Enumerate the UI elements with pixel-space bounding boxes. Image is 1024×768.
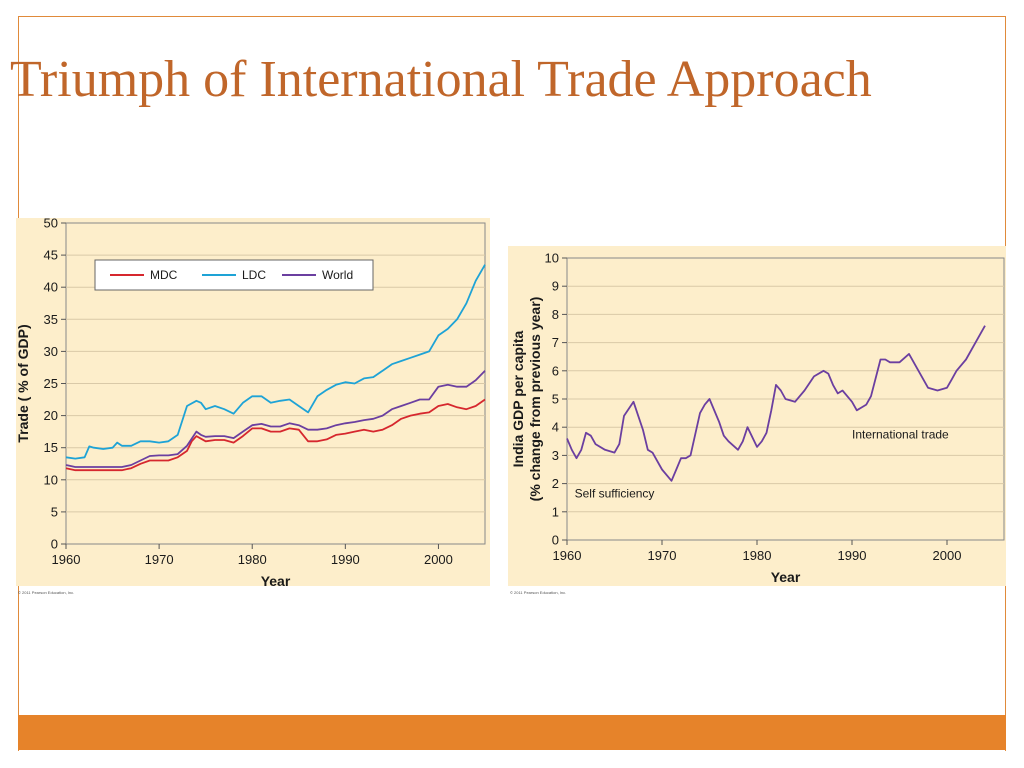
trade-chart-y-tick-label: 10 bbox=[44, 472, 58, 487]
trade-chart-x-tick-label: 1990 bbox=[331, 552, 360, 567]
trade-chart-y-axis-title: Trade ( % of GDP) bbox=[15, 324, 31, 442]
top-border-line bbox=[18, 16, 1006, 17]
gdp-chart-y-tick-label: 2 bbox=[552, 476, 559, 491]
trade-chart-x-axis-title: Year bbox=[261, 573, 291, 589]
gdp-chart-y-tick-label: 4 bbox=[552, 420, 559, 435]
gdp-chart-y-tick-label: 6 bbox=[552, 363, 559, 378]
gdp-chart-annotation: Self sufficiency bbox=[575, 487, 655, 501]
trade-chart-y-tick-label: 40 bbox=[44, 280, 58, 295]
trade-chart-series-world-line bbox=[65, 370, 486, 468]
gdp-chart-x-tick-label: 1980 bbox=[743, 548, 772, 563]
gdp-chart-annotation: International trade bbox=[852, 427, 949, 441]
gdp-chart-x-tick-label: 2000 bbox=[933, 548, 962, 563]
gdp-chart-series-gdp-line bbox=[566, 325, 986, 482]
gdp-chart-credit-text: © 2011 Pearson Education, Inc. bbox=[510, 590, 566, 595]
trade-chart-y-tick-label: 35 bbox=[44, 312, 58, 327]
gdp-chart-x-tick-label: 1960 bbox=[553, 548, 582, 563]
trade-chart-y-tick-label: 5 bbox=[51, 504, 58, 519]
gdp-chart-x-tick-label: 1990 bbox=[838, 548, 867, 563]
trade-chart-credit-text: © 2011 Pearson Education, Inc. bbox=[18, 590, 74, 595]
gdp-chart-y-axis-title: India GDP per capita bbox=[510, 330, 526, 467]
trade-chart-y-tick-label: 0 bbox=[51, 537, 58, 552]
gdp-chart-y-tick-label: 10 bbox=[545, 251, 559, 266]
slide-title: Triumph of International Trade Approach bbox=[10, 51, 872, 108]
legend-label-mdc: MDC bbox=[150, 268, 178, 282]
legend-label-world: World bbox=[322, 268, 353, 282]
footer-accent-bar bbox=[18, 715, 1006, 750]
trade-chart-x-tick-label: 2000 bbox=[424, 552, 453, 567]
trade-chart-y-tick-label: 25 bbox=[44, 376, 58, 391]
trade-chart-y-tick-label: 30 bbox=[44, 344, 58, 359]
gdp-chart-y-tick-label: 0 bbox=[552, 533, 559, 548]
gdp-chart-y-tick-label: 7 bbox=[552, 335, 559, 350]
gdp-chart-y-tick-label: 1 bbox=[552, 504, 559, 519]
trade-chart-y-tick-label: 50 bbox=[44, 216, 58, 231]
gdp-chart-y-tick-label: 9 bbox=[552, 279, 559, 294]
trade-chart-x-tick-label: 1980 bbox=[238, 552, 267, 567]
gdp-chart-x-axis-title: Year bbox=[771, 569, 801, 585]
trade-chart-x-tick-label: 1960 bbox=[52, 552, 81, 567]
trade-chart-x-tick-label: 1970 bbox=[145, 552, 174, 567]
gdp-chart-y-tick-label: 5 bbox=[552, 392, 559, 407]
gdp-chart-x-tick-label: 1970 bbox=[648, 548, 677, 563]
gdp-chart-y-axis-subtitle: (% change from previous year) bbox=[527, 297, 543, 502]
trade-chart-y-tick-label: 15 bbox=[44, 440, 58, 455]
trade-chart-series-mdc-line bbox=[65, 398, 486, 472]
gdp-chart-y-tick-label: 8 bbox=[552, 307, 559, 322]
trade-chart-y-tick-label: 20 bbox=[44, 408, 58, 423]
trade-chart-series-ldc-line bbox=[65, 264, 486, 460]
trade-chart-y-tick-label: 45 bbox=[44, 248, 58, 263]
gdp-chart-y-tick-label: 3 bbox=[552, 448, 559, 463]
legend-label-ldc: LDC bbox=[242, 268, 266, 282]
